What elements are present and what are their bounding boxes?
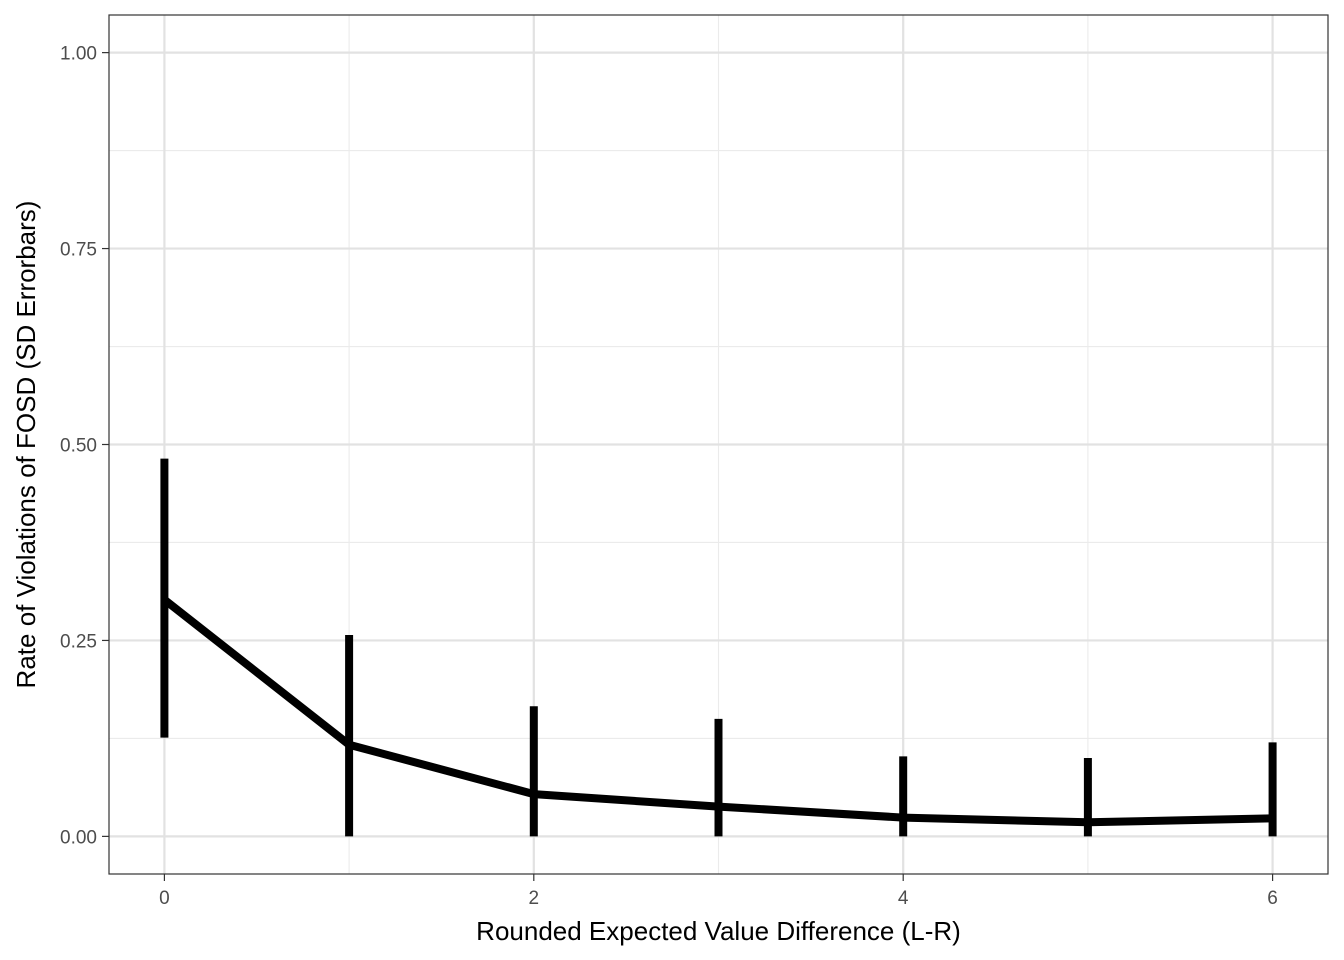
y-axis-ticks: 0.00 0.25 0.50 0.75 1.00 <box>60 44 109 848</box>
y-axis-title: Rate of Violations of FOSD (SD Errorbars… <box>11 201 41 689</box>
x-tick-label: 0 <box>159 888 170 909</box>
x-axis-title: Rounded Expected Value Difference (L-R) <box>476 916 961 946</box>
y-tick-label: 1.00 <box>60 44 97 65</box>
y-tick-label: 0.75 <box>60 240 97 261</box>
grid-major <box>109 15 1328 874</box>
y-tick-label: 0.25 <box>60 631 97 652</box>
grid-minor <box>109 15 1328 874</box>
series-line <box>161 596 1273 827</box>
series-line-group <box>161 596 1273 827</box>
x-tick-label: 6 <box>1267 888 1278 909</box>
x-tick-label: 4 <box>898 888 909 909</box>
y-tick-label: 0.00 <box>60 827 97 848</box>
x-tick-label: 2 <box>529 888 540 909</box>
y-tick-label: 0.50 <box>60 436 97 457</box>
errorbars <box>160 458 1277 837</box>
x-axis-ticks: 0 2 4 6 <box>159 874 1278 909</box>
